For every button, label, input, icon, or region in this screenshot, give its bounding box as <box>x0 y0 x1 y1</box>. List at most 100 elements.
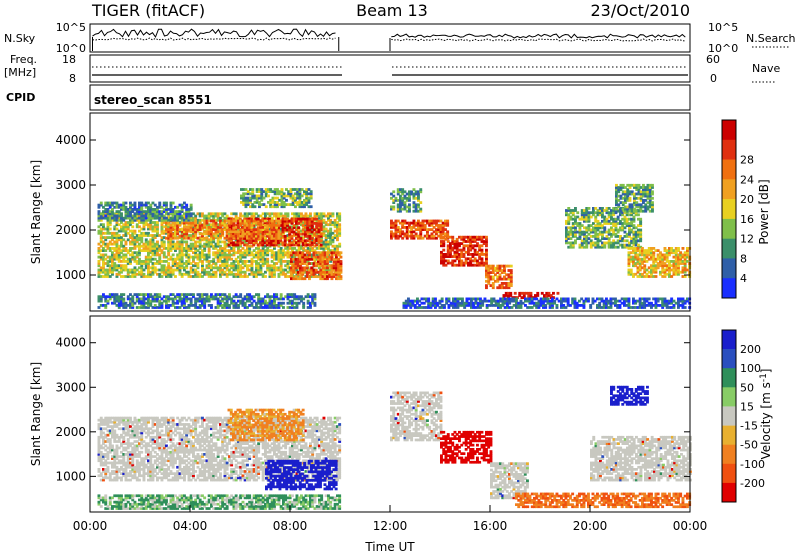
cell-power-360 <box>138 249 141 252</box>
cell-power-2742 <box>239 223 243 227</box>
cell-power-2437 <box>288 226 292 230</box>
cell-power-1427 <box>255 251 258 255</box>
cell-power-1780 <box>293 247 297 250</box>
cell-power-3355 <box>301 255 305 259</box>
cell-power-3087 <box>183 218 186 222</box>
cell-power-910 <box>198 251 202 255</box>
cell-power-2453 <box>292 224 296 227</box>
cell-power-2611 <box>187 236 191 240</box>
cell-power-1680 <box>282 251 285 255</box>
cell-power-2976 <box>140 208 144 211</box>
cell-power-1741 <box>288 247 292 250</box>
cell-power-3046 <box>167 218 171 222</box>
cell-power-3505 <box>339 262 343 265</box>
cell-power-1443 <box>257 262 261 265</box>
cell-power-3668 <box>444 223 447 227</box>
cell-power-2103 <box>329 234 333 237</box>
cell-power-1689 <box>284 275 288 278</box>
cell-power-3140 <box>249 188 252 191</box>
cell-power-3283 <box>305 198 309 202</box>
cell-power-3497 <box>337 253 341 257</box>
cell-power-945 <box>201 212 204 216</box>
cell-power-3222 <box>282 205 286 209</box>
cell-power-3324 <box>294 253 298 257</box>
cell-power-3014 <box>156 216 159 220</box>
cell-power-3352 <box>301 262 305 265</box>
cell-power-2956 <box>133 212 137 216</box>
cell-power-517 <box>153 223 157 227</box>
cell-power-561 <box>160 266 164 270</box>
cell-power-3223 <box>282 203 286 206</box>
cell-power-3091 <box>185 218 189 222</box>
cell-power-3115 <box>242 203 246 206</box>
cell-power-3369 <box>305 264 309 268</box>
cell-power-1656 <box>279 260 283 263</box>
cell-power-2936 <box>126 212 130 216</box>
cell-power-1991 <box>318 247 321 250</box>
cell-power-3279 <box>303 192 306 196</box>
cell-power-2780 <box>250 219 254 223</box>
cell-power-1384 <box>250 257 254 261</box>
cell-power-2044 <box>322 218 326 222</box>
cell-power-2182 <box>338 229 342 233</box>
cell-power-2187 <box>338 216 342 220</box>
cell-power-405 <box>142 225 146 229</box>
cell-power-2186 <box>338 218 342 222</box>
cell-power-2707 <box>225 223 229 227</box>
cell-power-2067 <box>324 214 328 218</box>
nsearch-tick-top: 10^5 <box>708 21 738 34</box>
cell-power-122 <box>111 264 114 268</box>
cell-power-3298 <box>309 192 313 196</box>
cell-power-972 <box>205 238 209 242</box>
cell-power-3052 <box>169 210 173 213</box>
cell-power-3665 <box>444 234 447 238</box>
cell-power-3205 <box>276 196 279 200</box>
cell-power-2777 <box>250 228 254 231</box>
cell-power-2797 <box>257 228 261 231</box>
cell-power-2740 <box>239 234 243 238</box>
cell-power-3040 <box>165 212 168 216</box>
cell-power-3548 <box>401 219 405 223</box>
cell-power-2676 <box>214 234 218 238</box>
cell-power-671 <box>171 262 175 265</box>
cell-power-352 <box>138 272 141 276</box>
cell-power-3400 <box>314 255 318 259</box>
cell-power-3317 <box>294 277 298 281</box>
cell-power-638 <box>167 225 171 229</box>
cell-power-437 <box>147 260 150 263</box>
cell-power-316 <box>133 272 137 276</box>
cell-power-2179 <box>338 242 342 246</box>
cell-power-3645 <box>437 230 441 234</box>
cell-power-495 <box>151 229 155 233</box>
cell-power-2387 <box>277 241 280 245</box>
cell-power-2717 <box>230 230 234 234</box>
cell-power-2247 <box>238 217 242 221</box>
cell-power-3130 <box>246 201 250 204</box>
cell-power-1239 <box>234 264 238 268</box>
cell-power-2616 <box>189 236 193 240</box>
cell-power-1175 <box>225 214 229 218</box>
cell-power-446 <box>147 240 150 244</box>
cell-power-1235 <box>234 275 238 278</box>
cell-power-3291 <box>307 198 311 202</box>
cell-power-547 <box>158 257 162 261</box>
cell-power-2531 <box>315 243 319 247</box>
cell-power-977 <box>205 223 209 227</box>
cell-power-3657 <box>439 219 443 223</box>
cell-power-1586 <box>270 212 274 216</box>
cell-power-3112 <box>240 196 243 200</box>
cell-power-3077 <box>178 214 182 218</box>
cell-power-3207 <box>276 190 279 193</box>
cell-power-1034 <box>212 244 216 248</box>
cell-power-1073 <box>216 249 220 252</box>
cell-power-2426 <box>286 224 289 227</box>
cell-power-617 <box>167 275 171 278</box>
cell-power-358 <box>138 253 141 257</box>
cell-power-1156 <box>225 268 229 272</box>
cell-power-943 <box>201 218 204 222</box>
cell-power-484 <box>151 257 155 261</box>
cell-power-2483 <box>301 228 305 232</box>
cell-power-1629 <box>277 268 281 272</box>
cell-power-2405 <box>281 234 285 238</box>
cell-power-1512 <box>264 257 267 261</box>
